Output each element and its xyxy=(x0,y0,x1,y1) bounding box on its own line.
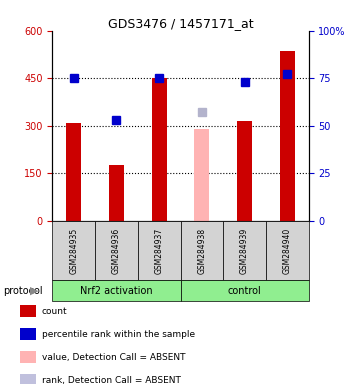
Bar xyxy=(109,166,124,221)
Text: protocol: protocol xyxy=(4,286,43,296)
Bar xyxy=(152,78,167,221)
Text: GSM284936: GSM284936 xyxy=(112,227,121,274)
Text: Nrf2 activation: Nrf2 activation xyxy=(80,286,153,296)
Text: GSM284940: GSM284940 xyxy=(283,227,292,274)
Bar xyxy=(66,122,81,221)
Bar xyxy=(194,129,209,221)
Text: GSM284938: GSM284938 xyxy=(197,227,206,274)
Text: GSM284935: GSM284935 xyxy=(69,227,78,274)
Text: GSM284937: GSM284937 xyxy=(155,227,164,274)
Bar xyxy=(237,121,252,221)
Text: value, Detection Call = ABSENT: value, Detection Call = ABSENT xyxy=(42,353,185,362)
Text: GSM284939: GSM284939 xyxy=(240,227,249,274)
Text: ▶: ▶ xyxy=(30,286,39,296)
Title: GDS3476 / 1457171_at: GDS3476 / 1457171_at xyxy=(108,17,253,30)
Bar xyxy=(280,51,295,221)
Text: count: count xyxy=(42,306,67,316)
Text: control: control xyxy=(228,286,261,296)
Text: percentile rank within the sample: percentile rank within the sample xyxy=(42,329,195,339)
Text: rank, Detection Call = ABSENT: rank, Detection Call = ABSENT xyxy=(42,376,180,384)
